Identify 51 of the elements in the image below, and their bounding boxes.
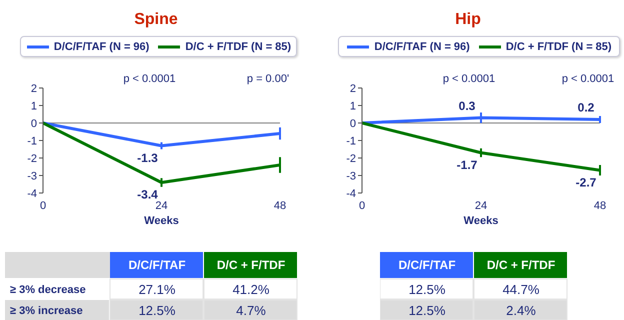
data-label: -1.7	[456, 158, 478, 172]
data-label: 27.1%	[138, 282, 176, 297]
legend-label: D/C/F/TAF (N = 96)	[54, 40, 150, 52]
y-tick-label: -1	[27, 135, 37, 148]
data-label: 12.5%	[408, 303, 446, 318]
data-label: 12.5%	[138, 303, 176, 318]
x-tick-label: D/C + F/TDF	[216, 258, 286, 272]
data-label: -3.4	[137, 188, 158, 202]
text: p < 0.0001	[562, 73, 614, 85]
y-tick-label: -2	[27, 152, 37, 165]
x-axis-title: Weeks	[462, 215, 500, 227]
y-tick-label: ≥ 3% decrease	[10, 284, 86, 296]
y-tick-label: 2	[350, 82, 356, 95]
legend-label: D/C/F/TAF (N = 96)	[374, 40, 470, 52]
y-tick-label: 1	[30, 100, 37, 112]
x-tick-label: 24	[474, 200, 488, 212]
y-tick-label: 0	[350, 118, 356, 130]
data-label: 4.7%	[236, 303, 266, 318]
text: p < 0.0001	[123, 73, 176, 85]
data-label: 41.2%	[232, 282, 270, 297]
data-label: -1.3	[137, 150, 158, 165]
legend-label: D/C + F/TDF (N = 85)	[185, 40, 292, 52]
y-tick-label: -1	[346, 135, 356, 148]
data-label: 0.2	[578, 100, 595, 114]
data-label: -2.7	[576, 175, 597, 190]
x-tick-label: D/C + F/TDF	[486, 258, 556, 272]
y-tick-label: -4	[27, 188, 37, 200]
text: p = 0.00'	[246, 73, 290, 85]
y-tick-label: 0	[30, 118, 37, 130]
data-label: 12.5%	[408, 282, 446, 297]
data-label: 0.3	[458, 98, 476, 113]
chart-title: Hip	[454, 11, 482, 29]
y-tick-label: 1	[350, 100, 356, 112]
legend-label: D/C + F/TDF (N = 85)	[506, 40, 612, 52]
x-tick-label: 48	[274, 200, 286, 212]
y-tick-label: -2	[346, 152, 356, 165]
x-tick-label: 0	[358, 200, 366, 212]
data-label: 44.7%	[502, 282, 540, 297]
x-tick-label: D/C/F/TAF	[128, 258, 186, 272]
x-axis-title: Weeks	[143, 215, 180, 227]
y-tick-label: -3	[27, 170, 37, 182]
chart-title: Spine	[133, 11, 179, 29]
y-tick-label: -3	[346, 170, 356, 182]
y-tick-label: 2	[30, 82, 37, 95]
text: p < 0.0001	[442, 73, 496, 85]
x-tick-label: 48	[594, 200, 606, 212]
y-tick-label: -4	[346, 188, 356, 200]
x-tick-label: 24	[155, 200, 168, 212]
y-tick-label: ≥ 3% increase	[10, 305, 83, 317]
x-tick-label: D/C/F/TAF	[398, 258, 456, 272]
data-label: 2.4%	[506, 303, 536, 318]
